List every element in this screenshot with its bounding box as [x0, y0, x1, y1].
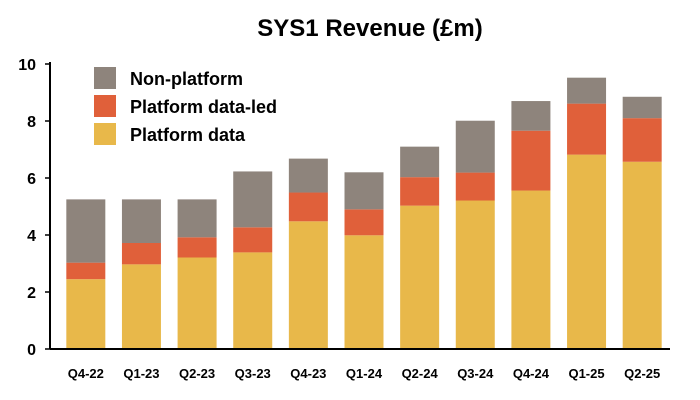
y-tick-label: 8 [27, 114, 36, 131]
bar-q4-24-non-platform [511, 101, 551, 131]
bar-q1-24-platform-data-led [344, 209, 384, 236]
x-axis: Q4-22 Q1-23 Q2-23 Q3-23 Q4-23 Q1-24 Q2-24 Q3-24… [50, 348, 670, 381]
x-tick-label: Q1-24 [346, 366, 383, 381]
y-tick-label: 10 [18, 57, 36, 74]
bar-q4-24-platform-data [511, 190, 551, 349]
bars-group [66, 77, 662, 349]
legend-label-non-platform: Non-platform [130, 69, 243, 89]
y-tick-label: 2 [27, 285, 36, 302]
bar-q3-23-non-platform [233, 171, 273, 228]
legend-label-platform-data-led: Platform data-led [130, 97, 277, 117]
bar-q2-25-platform-data [622, 161, 662, 349]
bar-q2-24-platform-data [400, 205, 440, 349]
bar-q4-22-non-platform [66, 199, 106, 263]
bar-q1-23-platform-data-led [121, 242, 161, 265]
y-tick-label: 4 [27, 228, 36, 245]
bar-q1-24-platform-data [344, 235, 384, 349]
x-tick-label: Q4-22 [68, 366, 104, 381]
bar-q3-23-platform-data [233, 252, 273, 349]
x-tick-label: Q4-23 [290, 366, 326, 381]
x-tick-label: Q4-24 [513, 366, 550, 381]
legend-swatch-platform-data-led [94, 95, 116, 117]
legend-swatch-platform-data [94, 123, 116, 145]
y-axis: 0 2 4 6 8 10 [18, 57, 51, 359]
bar-q2-23-platform-data [177, 257, 217, 349]
bar-q1-25-non-platform [567, 77, 607, 104]
bar-q1-25-platform-data [567, 154, 607, 349]
bar-q3-24-non-platform [455, 120, 495, 173]
legend: Non-platform Platform data-led Platform da… [94, 67, 277, 145]
bar-q1-23-platform-data [121, 264, 161, 349]
bar-q4-24-platform-data-led [511, 130, 551, 191]
x-tick-label: Q1-23 [123, 366, 159, 381]
y-tick-label: 0 [27, 342, 36, 359]
bar-q4-23-platform-data [288, 221, 328, 349]
y-tick-label: 6 [27, 171, 36, 188]
legend-swatch-non-platform [94, 67, 116, 89]
bar-q3-24-platform-data-led [455, 172, 495, 201]
legend-label-platform-data: Platform data [130, 125, 246, 145]
bar-q2-25-non-platform [622, 96, 662, 119]
chart-title: SYS1 Revenue (£m) [257, 15, 482, 42]
bar-q2-24-platform-data-led [400, 177, 440, 206]
bar-q4-23-platform-data-led [288, 192, 328, 222]
x-tick-label: Q2-23 [179, 366, 215, 381]
bar-q1-24-non-platform [344, 172, 384, 210]
bar-q2-23-non-platform [177, 199, 217, 238]
x-tick-label: Q3-23 [235, 366, 271, 381]
bar-q4-22-platform-data [66, 279, 106, 349]
bar-q2-25-platform-data-led [622, 118, 662, 162]
bar-q1-25-platform-data-led [567, 103, 607, 155]
x-tick-label: Q3-24 [457, 366, 494, 381]
bar-q3-24-platform-data [455, 200, 495, 349]
bar-q3-23-platform-data-led [233, 227, 273, 253]
x-tick-label: Q1-25 [568, 366, 604, 381]
bar-q4-22-platform-data-led [66, 262, 106, 280]
bar-q2-23-platform-data-led [177, 237, 217, 258]
bar-q4-23-non-platform [288, 158, 328, 193]
bar-q1-23-non-platform [121, 199, 161, 243]
x-tick-label: Q2-24 [402, 366, 439, 381]
bar-q2-24-non-platform [400, 146, 440, 178]
x-tick-label: Q2-25 [624, 366, 660, 381]
